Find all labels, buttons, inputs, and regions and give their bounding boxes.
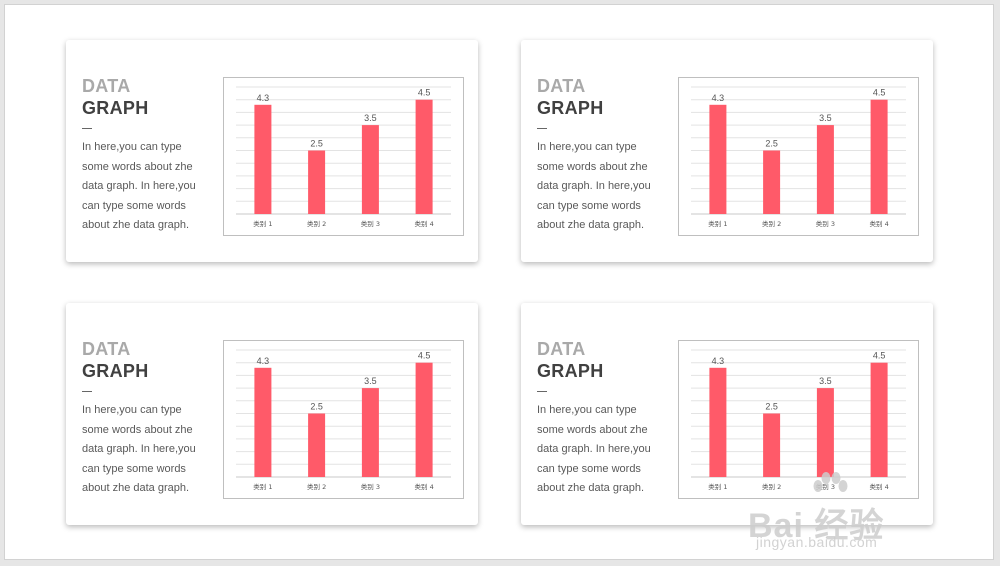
data-graph-card[interactable]: DATA GRAPH In here,you can type some wor…: [66, 40, 478, 262]
bar-chart-svg: 4.3 类别 1 2.5 类别 2 3.5 类别 3 4.5 类别 4: [236, 349, 451, 491]
card-description: In here,you can type some words about zh…: [82, 404, 196, 495]
title-divider: [537, 391, 547, 392]
bar[interactable]: [415, 99, 433, 214]
bar[interactable]: [254, 367, 272, 477]
bar-value-label: 4.3: [712, 356, 725, 366]
bar[interactable]: [254, 104, 272, 214]
bar-chart[interactable]: 4.3 类别 1 2.5 类别 2 3.5 类别 3 4.5 类别 4: [223, 77, 464, 236]
bar[interactable]: [709, 367, 727, 477]
data-graph-card[interactable]: DATA GRAPH In here,you can type some wor…: [521, 303, 933, 525]
bar-chart[interactable]: 4.3 类别 1 2.5 类别 2 3.5 类别 3 4.5 类别 4: [678, 77, 919, 236]
card-description: In here,you can type some words about zh…: [537, 404, 651, 495]
card-title-graph: GRAPH: [82, 98, 149, 118]
x-tick-label: 类别 1: [708, 219, 727, 228]
title-divider: [82, 391, 92, 392]
title-divider: [537, 128, 547, 129]
card-title-data: DATA: [82, 76, 131, 96]
x-tick-label: 类别 4: [870, 219, 889, 228]
x-tick-label: 类别 1: [708, 482, 727, 491]
x-tick-label: 类别 3: [816, 482, 835, 491]
bar-value-label: 2.5: [765, 139, 778, 149]
bar-chart[interactable]: 4.3 类别 1 2.5 类别 2 3.5 类别 3 4.5 类别 4: [678, 340, 919, 499]
bar-value-label: 4.3: [257, 356, 270, 366]
x-tick-label: 类别 4: [415, 482, 434, 491]
bar-value-label: 3.5: [364, 113, 377, 123]
title-divider: [82, 128, 92, 129]
card-title-data: DATA: [537, 339, 586, 359]
bar[interactable]: [361, 388, 379, 477]
card-title-data: DATA: [537, 76, 586, 96]
bar-value-label: 2.5: [765, 402, 778, 412]
slide-canvas: DATA GRAPH In here,you can type some wor…: [4, 4, 994, 560]
x-tick-label: 类别 1: [253, 219, 272, 228]
bar[interactable]: [709, 104, 727, 214]
bar[interactable]: [870, 99, 888, 214]
bar-value-label: 3.5: [819, 113, 832, 123]
bar-value-label: 3.5: [819, 376, 832, 386]
bar[interactable]: [415, 362, 433, 477]
bar-chart-svg: 4.3 类别 1 2.5 类别 2 3.5 类别 3 4.5 类别 4: [691, 86, 906, 228]
bar-value-label: 4.3: [712, 93, 725, 103]
x-tick-label: 类别 3: [816, 219, 835, 228]
data-graph-card[interactable]: DATA GRAPH In here,you can type some wor…: [521, 40, 933, 262]
bar-value-label: 4.5: [873, 351, 886, 361]
x-tick-label: 类别 4: [415, 219, 434, 228]
x-tick-label: 类别 2: [307, 482, 326, 491]
bar[interactable]: [816, 388, 834, 477]
x-tick-label: 类别 1: [253, 482, 272, 491]
card-description: In here,you can type some words about zh…: [537, 141, 651, 232]
bar[interactable]: [308, 150, 326, 215]
bar-value-label: 2.5: [310, 139, 323, 149]
bar[interactable]: [763, 150, 781, 215]
card-title-graph: GRAPH: [537, 361, 604, 381]
x-tick-label: 类别 2: [762, 219, 781, 228]
bar[interactable]: [361, 125, 379, 214]
card-title-graph: GRAPH: [82, 361, 149, 381]
bar-chart-svg: 4.3 类别 1 2.5 类别 2 3.5 类别 3 4.5 类别 4: [691, 349, 906, 491]
x-tick-label: 类别 2: [307, 219, 326, 228]
data-graph-card[interactable]: DATA GRAPH In here,you can type some wor…: [66, 303, 478, 525]
x-tick-label: 类别 3: [361, 482, 380, 491]
bar[interactable]: [870, 362, 888, 477]
card-title-graph: GRAPH: [537, 98, 604, 118]
bar-value-label: 4.5: [418, 351, 431, 361]
bar-value-label: 2.5: [310, 402, 323, 412]
bar[interactable]: [308, 413, 326, 478]
bar-value-label: 4.5: [873, 88, 886, 98]
bar[interactable]: [816, 125, 834, 214]
card-title-data: DATA: [82, 339, 131, 359]
bar-value-label: 3.5: [364, 376, 377, 386]
card-description: In here,you can type some words about zh…: [82, 141, 196, 232]
bar-chart[interactable]: 4.3 类别 1 2.5 类别 2 3.5 类别 3 4.5 类别 4: [223, 340, 464, 499]
x-tick-label: 类别 2: [762, 482, 781, 491]
x-tick-label: 类别 4: [870, 482, 889, 491]
x-tick-label: 类别 3: [361, 219, 380, 228]
bar-value-label: 4.5: [418, 88, 431, 98]
bar[interactable]: [763, 413, 781, 478]
bar-value-label: 4.3: [257, 93, 270, 103]
bar-chart-svg: 4.3 类别 1 2.5 类别 2 3.5 类别 3 4.5 类别 4: [236, 86, 451, 228]
